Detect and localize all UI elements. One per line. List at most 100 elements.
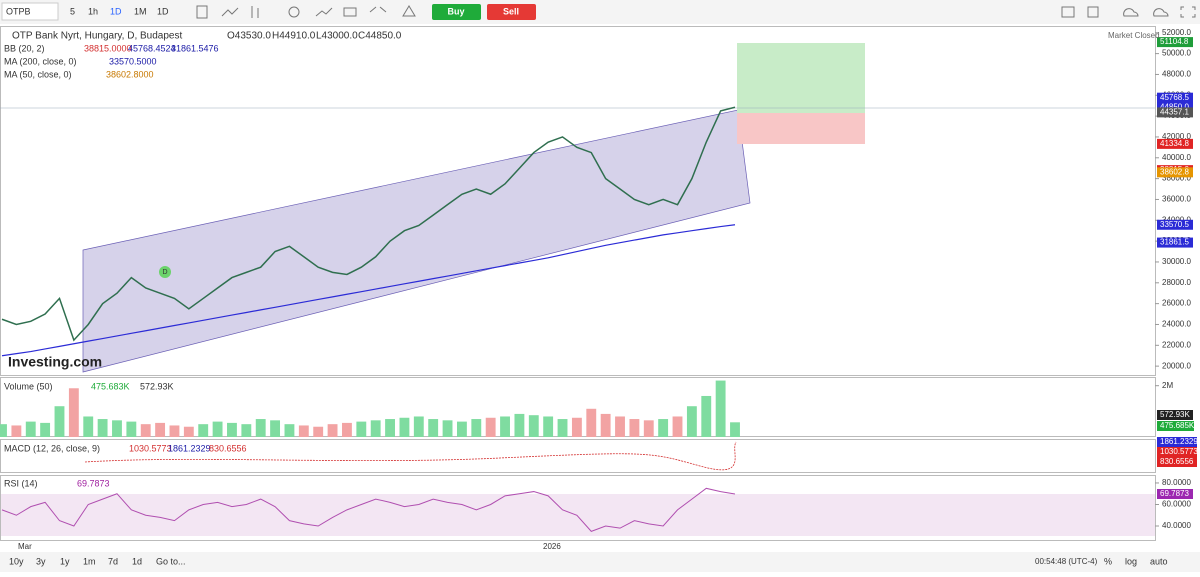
tag-label: 1861.2329: [1160, 437, 1198, 446]
scale-option[interactable]: auto: [1150, 556, 1168, 566]
volume-bar: [0, 424, 7, 437]
y-tick-label: 22000.0: [1162, 340, 1191, 349]
buy-button[interactable]: [432, 4, 481, 20]
volume-bar: [198, 424, 209, 437]
volume-bar: [370, 420, 381, 437]
indicator-name: BB (20, 2): [4, 43, 45, 53]
price-tag-label: 33570.5: [1160, 220, 1189, 229]
volume-bar: [40, 422, 51, 437]
tag: [1157, 437, 1197, 447]
panel-frames: [0, 26, 1156, 541]
indicator-value: 830.6556: [209, 443, 247, 453]
series-line: [1, 224, 736, 357]
price-tag-label: 41334.8: [1160, 139, 1189, 148]
price-tag-label: 44850.0: [1160, 102, 1189, 111]
volume-bar: [500, 416, 510, 437]
price-tag: [1157, 37, 1193, 48]
volume-bar: [514, 413, 525, 437]
tag-label: 830.6556: [1160, 457, 1194, 466]
tag-label: 69.7873: [1160, 489, 1189, 498]
indicator-value: 38815.0000: [84, 43, 132, 53]
buy-label[interactable]: Buy: [447, 6, 464, 16]
y-tick-label: 60.0000: [1162, 500, 1191, 509]
indicator-value: 33570.5000: [109, 56, 157, 66]
scale-option[interactable]: %: [1104, 556, 1112, 566]
interval[interactable]: 1M: [134, 6, 147, 16]
volume-bar: [571, 417, 582, 437]
goto-button[interactable]: Go to...: [156, 556, 186, 566]
target-zone: [737, 43, 865, 113]
volume-bar: [543, 416, 554, 437]
symbol[interactable]: OTPB: [6, 6, 31, 16]
y-tick-label: 36000.0: [1162, 195, 1191, 204]
volume-bar: [730, 422, 740, 437]
volume-bar: [169, 425, 180, 437]
right-icons[interactable]: [1061, 6, 1196, 18]
sell-label[interactable]: Sell: [503, 6, 519, 16]
price-tag: [1157, 138, 1193, 149]
series-line: [1, 487, 736, 532]
volume-bar: [241, 424, 252, 437]
volume-bar: [83, 416, 94, 437]
indicator-value: 31861.5476: [171, 43, 219, 53]
range-button[interactable]: 1y: [60, 556, 70, 566]
volume-bar: [701, 395, 712, 437]
indicator-name: Volume (50): [4, 381, 53, 391]
volume-bar: [715, 380, 726, 437]
interval[interactable]: 1h: [88, 6, 98, 16]
volume-bar: [97, 419, 108, 437]
ohlc: O43530.0: [227, 31, 271, 42]
stop-zone: [737, 113, 865, 144]
symbol-box[interactable]: [1, 2, 59, 21]
toolbar: [0, 0, 1200, 24]
volume-bar: [227, 422, 237, 437]
range-button[interactable]: 7d: [108, 556, 118, 566]
indicator-value: 69.7873: [77, 478, 110, 488]
range-button[interactable]: 1m: [83, 556, 96, 566]
volume-bar: [313, 426, 324, 437]
volume-bar: [11, 425, 22, 437]
interval[interactable]: 1D: [110, 6, 122, 16]
tag-label: 1030.5773: [1160, 447, 1198, 456]
range-button[interactable]: 10y: [9, 556, 24, 566]
tag-label: 475.685K: [1160, 421, 1195, 430]
tag: [1157, 447, 1197, 457]
tag: [1157, 457, 1197, 467]
macd-line: [84, 441, 737, 471]
volume-bar: [183, 426, 194, 437]
scale-option[interactable]: log: [1125, 556, 1137, 566]
interval[interactable]: 1D: [157, 6, 169, 16]
volume-bar: [686, 406, 697, 437]
sell-button[interactable]: [487, 4, 536, 20]
volume-bar: [428, 419, 439, 437]
volume-bar: [327, 424, 338, 437]
range-button[interactable]: 3y: [36, 556, 46, 566]
volume-bar: [298, 425, 309, 437]
volume-bar: [557, 419, 568, 437]
volume-bar: [658, 419, 669, 437]
bottom-bar: [0, 552, 1200, 572]
volume-bar: [385, 419, 395, 437]
volume-bar: [212, 421, 223, 437]
price-tag-label: 38602.8: [1160, 167, 1189, 176]
price-tag-label: 31861.5: [1160, 238, 1189, 247]
time-label: 2026: [543, 542, 561, 551]
dividend-marker[interactable]: [159, 266, 171, 278]
range-button[interactable]: 1d: [132, 556, 142, 566]
volume-bar: [255, 419, 266, 437]
marker-label[interactable]: D: [162, 269, 167, 276]
rsi-band: [1, 494, 1155, 536]
y-tick-label: 48000.0: [1162, 70, 1191, 79]
indicator-name: MACD (12, 26, close, 9): [4, 443, 100, 453]
volume-bar: [270, 420, 281, 437]
interval[interactable]: 5: [70, 6, 75, 16]
volume-bar: [68, 388, 79, 437]
volume-bar: [25, 421, 36, 437]
legend-title: OTP Bank Nyrt, Hungary, D, Budapest: [12, 31, 182, 42]
clock: 00:54:48 (UTC-4): [1035, 557, 1098, 566]
tool-icons[interactable]: [196, 5, 416, 19]
series-line: [1, 106, 736, 342]
volume-bar: [155, 422, 166, 437]
volume-bar: [399, 417, 410, 437]
